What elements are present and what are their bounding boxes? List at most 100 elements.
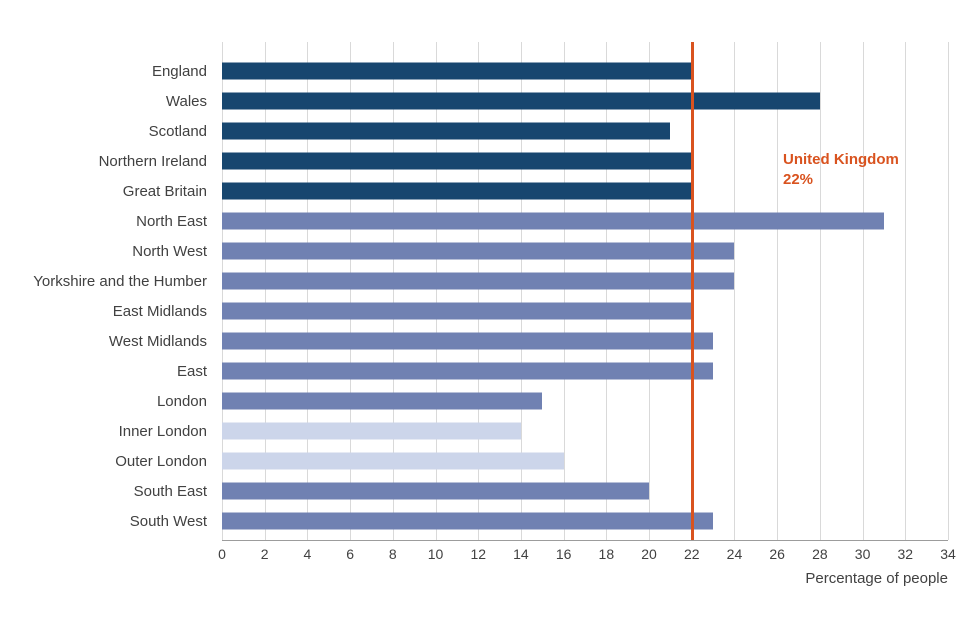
bar-track bbox=[222, 56, 948, 86]
bar-row: London bbox=[0, 386, 948, 416]
category-label: Northern Ireland bbox=[98, 152, 207, 170]
gridline bbox=[905, 42, 907, 540]
bar bbox=[222, 302, 692, 320]
category-label: South West bbox=[129, 512, 207, 530]
bar-row: Great Britain bbox=[0, 176, 948, 206]
bar bbox=[222, 332, 714, 350]
bar bbox=[222, 122, 671, 140]
gridline bbox=[563, 42, 565, 540]
category-label: West Midlands bbox=[108, 332, 207, 350]
x-tick-label: 2 bbox=[260, 546, 269, 562]
x-tick-label: 24 bbox=[726, 546, 743, 562]
bar-row: South East bbox=[0, 476, 948, 506]
category-label: Scotland bbox=[148, 122, 207, 140]
bar-track bbox=[222, 326, 948, 356]
gridline bbox=[392, 42, 394, 540]
category-label: Inner London bbox=[118, 422, 207, 440]
bar bbox=[222, 272, 735, 290]
bar bbox=[222, 92, 820, 110]
bar-row: Yorkshire and the Humber bbox=[0, 266, 948, 296]
bar-track bbox=[222, 386, 948, 416]
bar-row: Scotland bbox=[0, 116, 948, 146]
uk-annotation-value: 22% bbox=[783, 171, 814, 189]
category-label: South East bbox=[133, 482, 207, 500]
bar-track bbox=[222, 86, 948, 116]
bar-row: England bbox=[0, 56, 948, 86]
x-tick-label: 14 bbox=[513, 546, 529, 562]
bar bbox=[222, 512, 714, 530]
bar bbox=[222, 182, 692, 200]
gridline bbox=[948, 42, 949, 540]
bar-row: Northern Ireland bbox=[0, 146, 948, 176]
category-label: Outer London bbox=[115, 452, 207, 470]
bar-row: North West bbox=[0, 236, 948, 266]
gridline bbox=[819, 42, 821, 540]
bar-track bbox=[222, 116, 948, 146]
bar-row: Wales bbox=[0, 86, 948, 116]
x-tick-label: 26 bbox=[769, 546, 785, 562]
x-tick-label: 22 bbox=[683, 546, 700, 562]
x-axis-title: Percentage of people bbox=[805, 570, 948, 587]
bar bbox=[222, 392, 543, 410]
x-tick-label: 16 bbox=[555, 546, 572, 562]
bar-row: East Midlands bbox=[0, 296, 948, 326]
x-tick-label: 30 bbox=[854, 546, 871, 562]
bar-track bbox=[222, 206, 948, 236]
bar-track bbox=[222, 476, 948, 506]
gridline bbox=[777, 42, 779, 540]
category-label: England bbox=[151, 62, 207, 80]
gridline bbox=[734, 42, 736, 540]
gridline bbox=[264, 42, 266, 540]
x-tick-label: 12 bbox=[470, 546, 487, 562]
x-tick-label: 8 bbox=[388, 546, 397, 562]
bar-row: Inner London bbox=[0, 416, 948, 446]
bar-track bbox=[222, 416, 948, 446]
bar-track bbox=[222, 176, 948, 206]
bar-row: West Midlands bbox=[0, 326, 948, 356]
x-tick-label: 10 bbox=[427, 546, 444, 562]
bar bbox=[222, 212, 884, 230]
bar-track bbox=[222, 146, 948, 176]
bar-track bbox=[222, 266, 948, 296]
gridline bbox=[862, 42, 864, 540]
bar-track bbox=[222, 236, 948, 266]
category-label: Wales bbox=[165, 92, 207, 110]
x-tick-label: 28 bbox=[812, 546, 828, 562]
gridline bbox=[435, 42, 437, 540]
uk-annotation: United Kingdom 22% bbox=[783, 150, 899, 191]
category-label: North West bbox=[132, 242, 207, 260]
bar bbox=[222, 482, 650, 500]
category-label: Yorkshire and the Humber bbox=[33, 272, 207, 290]
bar-track bbox=[222, 446, 948, 476]
bar-row: North East bbox=[0, 206, 948, 236]
x-tick-label: 20 bbox=[641, 546, 657, 562]
gridline bbox=[350, 42, 352, 540]
category-label: North East bbox=[136, 212, 207, 230]
gridline bbox=[222, 42, 223, 540]
bar bbox=[222, 452, 564, 470]
bar bbox=[222, 362, 714, 380]
gridline bbox=[478, 42, 480, 540]
bar bbox=[222, 422, 521, 440]
bar-track bbox=[222, 356, 948, 386]
gridline bbox=[520, 42, 522, 540]
x-tick-label: 32 bbox=[897, 546, 914, 562]
gridline bbox=[606, 42, 608, 540]
bar bbox=[222, 242, 735, 260]
category-label: Great Britain bbox=[122, 182, 207, 200]
bar-rows: England Wales Scotland Northern Ireland Grea… bbox=[0, 56, 948, 536]
bar bbox=[222, 152, 692, 170]
gridline bbox=[307, 42, 309, 540]
x-tick-label: 6 bbox=[346, 546, 355, 562]
x-tick-label: 34 bbox=[940, 546, 956, 562]
category-label: East bbox=[176, 362, 207, 380]
bar-row: Outer London bbox=[0, 446, 948, 476]
x-tick-label: 4 bbox=[303, 546, 312, 562]
uk-reference-line bbox=[690, 42, 694, 540]
bar-row: East bbox=[0, 356, 948, 386]
x-tick-label: 18 bbox=[598, 546, 615, 562]
bar-track bbox=[222, 506, 948, 536]
bar-track bbox=[222, 296, 948, 326]
uk-annotation-title: United Kingdom bbox=[783, 151, 899, 168]
